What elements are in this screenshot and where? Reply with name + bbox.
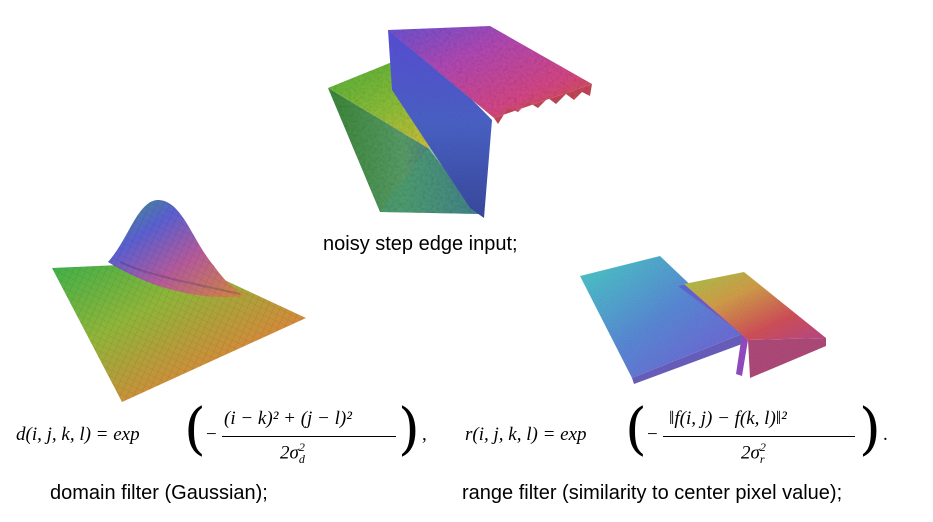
range-formula-minus: − (647, 424, 658, 445)
range-filter-surface (580, 256, 826, 384)
range-formula-denominator: 2σ2r (741, 440, 766, 467)
range-formula-bar (663, 436, 855, 437)
domain-formula-rparen: ) (398, 397, 420, 462)
domain-formula-lparen: ( (184, 397, 206, 462)
domain-formula-tail: , (422, 424, 427, 445)
range-formula-lhs: r(i, j, k, l) = exp (465, 424, 587, 445)
domain-formula-bar (222, 436, 396, 437)
domain-caption: domain filter (Gaussian); (50, 482, 268, 504)
domain-formula-denominator: 2σ2d (280, 440, 305, 467)
noisy-step-edge-surface (328, 26, 592, 218)
range-formula: r(i, j, k, l) = exp ( − ‖f(i, j) − f(k, … (465, 402, 905, 472)
domain-formula-lhs: d(i, j, k, l) = exp (16, 424, 140, 445)
range-formula-numerator: ‖f(i, j) − f(k, l)‖² (669, 408, 787, 429)
domain-formula-minus: − (206, 424, 217, 445)
domain-formula-numerator: (i − k)² + (j − l)² (224, 408, 352, 429)
range-caption: range filter (similarity to center pixel… (462, 482, 843, 504)
domain-formula: d(i, j, k, l) = exp ( − (i − k)² + (j − … (16, 402, 436, 472)
gaussian-domain-surface (52, 200, 306, 402)
range-formula-lparen: ( (625, 397, 647, 462)
range-formula-tail: . (883, 424, 888, 445)
input-caption: noisy step edge input; (323, 233, 518, 255)
range-formula-rparen: ) (859, 397, 881, 462)
